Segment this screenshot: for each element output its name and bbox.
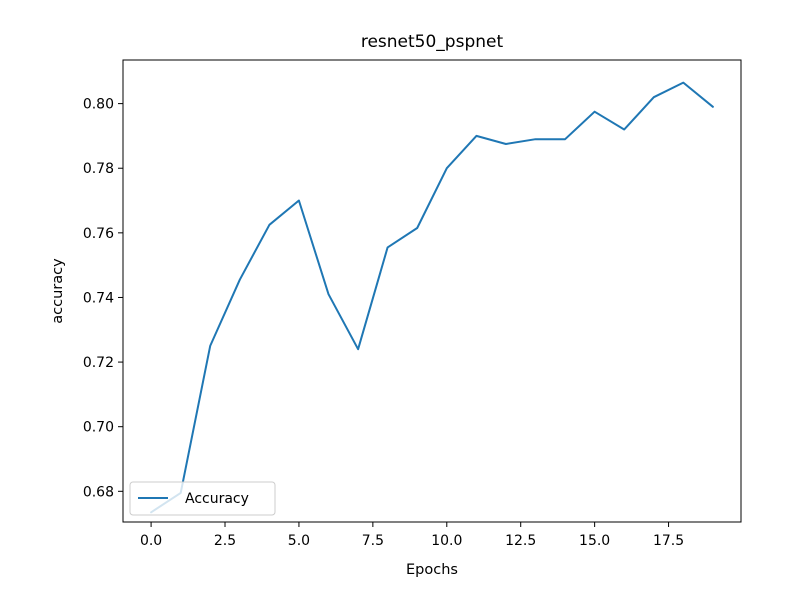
x-tick-label: 2.5 [214, 533, 236, 549]
x-axis-label: Epochs [406, 562, 458, 578]
y-tick-label: 0.78 [83, 161, 114, 177]
legend-box [129, 481, 276, 516]
y-tick-label: 0.68 [83, 484, 114, 500]
x-tick-label: 0.0 [140, 533, 162, 549]
y-tick-label: 0.72 [83, 355, 114, 371]
chart-title: resnet50_pspnet [361, 32, 504, 52]
series-layer [150, 81, 714, 514]
x-tick-label: 5.0 [288, 533, 310, 549]
y-tick-label: 0.70 [83, 420, 114, 436]
x-tick-label: 12.5 [505, 533, 536, 549]
x-tick-label: 7.5 [362, 533, 384, 549]
x-tick-label: 10.0 [431, 533, 462, 549]
legend-label-accuracy: Accuracy [185, 491, 249, 507]
y-tick-label: 0.76 [83, 226, 114, 242]
y-axis-label: accuracy [50, 258, 66, 324]
y-tick-label: 0.74 [83, 290, 114, 306]
series-line-accuracy [150, 81, 714, 514]
x-tick-label: 15.0 [579, 533, 610, 549]
plot-frame [122, 59, 742, 523]
legend: Accuracy [129, 481, 276, 516]
x-axis-ticks: 0.0 2.5 5.0 7.5 10.0 12.5 15.0 17.5 [140, 522, 684, 549]
y-axis-ticks: 0.68 0.70 0.72 0.74 0.76 0.78 0.80 [83, 97, 123, 500]
y-tick-label: 0.80 [83, 97, 114, 113]
x-tick-label: 17.5 [653, 533, 684, 549]
